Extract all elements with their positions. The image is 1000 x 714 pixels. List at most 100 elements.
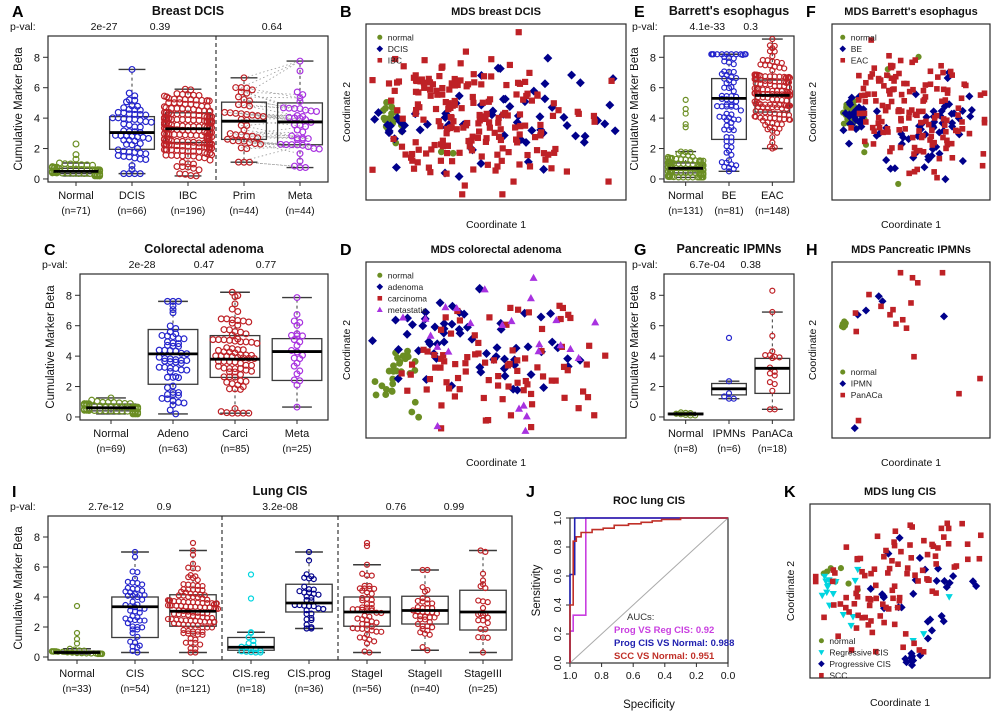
- swarm-points: [277, 57, 323, 172]
- swarm-points: [122, 548, 148, 656]
- legend-label: carcinoma: [388, 293, 427, 303]
- pvalue: 0.76: [386, 501, 407, 513]
- group-label: IBC: [179, 190, 197, 202]
- panel-letter-k: K: [784, 484, 796, 501]
- swarm-points: [238, 571, 264, 656]
- pval-label: p-val:: [42, 259, 68, 271]
- group-n-label: (n=85): [220, 444, 249, 455]
- y-tick-label: 4: [66, 351, 72, 363]
- legend-label: EAC: [851, 55, 868, 65]
- x-tick-label: 0.0: [721, 670, 736, 682]
- group-n-label: (n=25): [468, 684, 497, 695]
- panel-letter-f: F: [806, 4, 816, 21]
- y-axis-label: Coordinate 2: [341, 82, 353, 142]
- pval-label: p-val:: [10, 21, 36, 33]
- plot-frame: [365, 23, 627, 201]
- group-label: Carci: [222, 428, 248, 440]
- pvalue: 6.7e-04: [690, 259, 726, 271]
- x-tick-label: 1.0: [563, 670, 578, 682]
- x-axis-label: Coordinate 1: [870, 697, 930, 709]
- legend-label: normal: [388, 32, 414, 42]
- x-axis-label: Coordinate 1: [881, 219, 941, 231]
- pvalue: 3.2e-08: [262, 501, 298, 513]
- auc-entry: SCC VS Normal: 0.951: [614, 651, 715, 662]
- pvalue: 0.39: [150, 21, 171, 33]
- chart-title: Colorectal adenoma: [144, 242, 265, 256]
- barretts-boxplot-chart: Barrett's esophagus p-val: 4.1e-33 0.3 0 2 4 6 8…: [629, 4, 795, 217]
- group-n-label: (n=56): [352, 684, 381, 695]
- group-label: CIS.prog: [287, 668, 330, 680]
- y-axis-label: Cumulative Marker Beta: [13, 526, 25, 650]
- box-group-Prim: [220, 74, 268, 166]
- swarm-points: [349, 539, 385, 656]
- auc-entry: Prog CIS VS Normal: 0.988: [614, 638, 734, 649]
- chart-title: MDS Barrett's esophagus: [844, 6, 977, 18]
- colorectal-boxplot-chart: Colorectal adenoma p-val: 2e-28 0.47 0.77 0 2 4…: [42, 242, 329, 455]
- group-label: DCIS: [119, 190, 145, 202]
- panel-letter-i: I: [12, 484, 17, 501]
- group-label: Meta: [285, 428, 310, 440]
- y-axis-label: Cumulative Marker Beta: [630, 47, 641, 171]
- y-tick-label: 2: [34, 622, 40, 634]
- chart-title: ROC lung CIS: [613, 495, 685, 507]
- pvalue: 0.77: [256, 259, 277, 271]
- mds-colorectal-chart: MDS colorectal adenoma Coordinate 1 Coordi…: [341, 244, 627, 469]
- box-group-DCIS: [108, 65, 156, 178]
- panel-barretts-boxplot: E Barrett's esophagus p-val: 4.1e-33 0.3 0 2 4…: [629, 2, 802, 234]
- panel-letter-h: H: [806, 242, 818, 259]
- group-n-label: (n=71): [61, 206, 90, 217]
- y-tick-label: 6: [650, 321, 656, 333]
- group-label: CIS.reg: [232, 668, 269, 680]
- y-tick-label: 8: [650, 290, 656, 302]
- group-label: Normal: [668, 428, 703, 440]
- group-n-label: (n=69): [96, 444, 125, 455]
- box-group-CIS.prog: [285, 548, 333, 632]
- chart-title: MDS Pancreatic IPMNs: [851, 244, 971, 256]
- box-group-Normal: [80, 394, 142, 418]
- group-label: PanACa: [752, 428, 794, 440]
- panel-mds-pancreatic: H MDS Pancreatic IPMNs Coordinate 1 Coordi…: [802, 240, 998, 472]
- group-n-label: (n=36): [294, 684, 323, 695]
- panel-colorectal-boxplot: C Colorectal adenoma p-val: 2e-28 0.47 0.77 0…: [40, 240, 336, 472]
- y-axis-label: Coordinate 2: [785, 561, 797, 621]
- pvalue: 2e-27: [91, 21, 118, 33]
- y-tick-label: 2: [34, 144, 40, 156]
- box-group-CIS: [111, 548, 159, 656]
- series-dcis: [370, 53, 620, 181]
- series-panaca: [852, 269, 983, 424]
- pval-label: p-val:: [632, 259, 658, 271]
- legend-label: BE: [851, 44, 863, 54]
- x-axis-label: Coordinate 1: [881, 457, 941, 469]
- swarm-points: [762, 287, 783, 413]
- x-axis-label: Coordinate 1: [466, 219, 526, 231]
- panel-letter-c: C: [44, 242, 56, 259]
- box-group-StageI: [343, 539, 391, 656]
- swarm-points: [155, 297, 191, 418]
- panel-mds-breast-dcis: B MDS breast DCIS Coordinate 1 Coordinate …: [336, 2, 634, 234]
- swarm-points: [48, 140, 104, 180]
- box-group-BE: [708, 51, 749, 175]
- roc-lung-cis-chart: ROC lung CIS 1.0 0.8 0.6 0.4 0.2 0.0 0.0 0.2 0.4 0…: [531, 495, 736, 711]
- lung-cis-boxplot-chart: Lung CIS p-val: 2.7e-12 0.9 3.2e-08 0.76 0.99 0…: [10, 484, 513, 695]
- group-label: EAC: [761, 190, 784, 202]
- mds-barretts-chart: MDS Barrett's esophagus Coordinate 1 Coord…: [807, 6, 991, 231]
- box-group-Normal: [48, 140, 104, 180]
- panel-letter-e: E: [634, 4, 645, 21]
- y-tick-label: 8: [34, 532, 40, 544]
- plot-frame: [831, 23, 991, 201]
- y-tick-label: 6: [650, 83, 656, 95]
- breast-dcis-boxplot-chart: Breast DCIS p-val: 2e-27 0.39 0.64 0 2 4 6 8 Cumul…: [10, 4, 329, 217]
- pvalue: 0.9: [157, 501, 172, 513]
- panel-pancreatic-boxplot: G Pancreatic IPMNs p-val: 6.7e-04 0.38 0 2 4 6 8…: [629, 240, 802, 472]
- x-axis-label: Coordinate 1: [466, 457, 526, 469]
- y-axis-label: Cumulative Marker Beta: [45, 285, 57, 409]
- legend-label: normal: [829, 636, 855, 646]
- chart-title: Breast DCIS: [152, 4, 224, 18]
- box-group-Normal: [664, 96, 707, 181]
- pvalue: 4.1e-33: [690, 21, 726, 33]
- panel-letter-a: A: [12, 4, 24, 21]
- panel-letter-j: J: [526, 484, 535, 501]
- y-tick-label: 8: [66, 290, 72, 302]
